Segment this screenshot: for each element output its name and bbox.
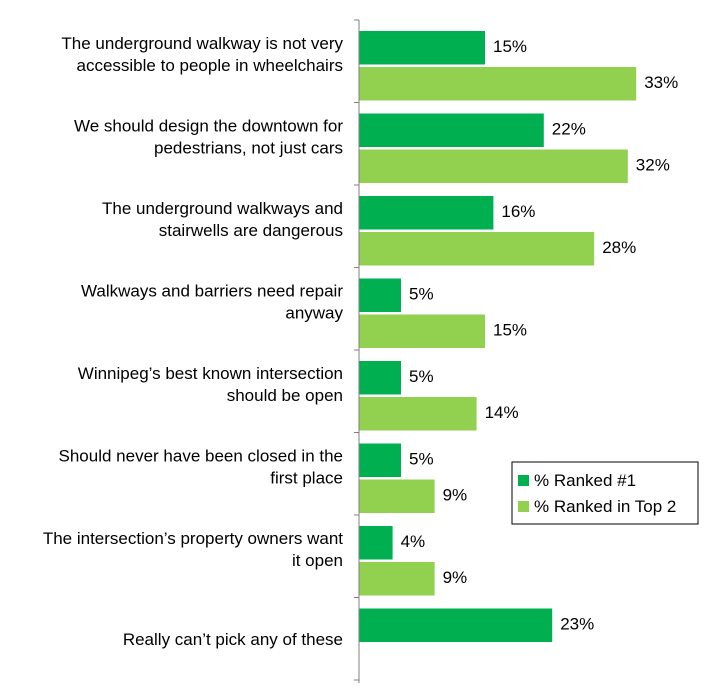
bar-ranked-1	[359, 361, 401, 395]
bar-ranked-top-2	[359, 397, 477, 431]
bar-ranked-1	[359, 196, 494, 230]
data-label: 9%	[443, 568, 468, 587]
category-label-line: first place	[270, 469, 343, 488]
bar-ranked-top-2	[359, 149, 628, 183]
legend-label: % Ranked #1	[534, 471, 636, 490]
category-label-line: The intersection’s property owners want	[43, 529, 343, 548]
data-label: 28%	[602, 238, 636, 257]
data-label: 16%	[501, 202, 535, 221]
bar-ranked-1	[359, 113, 544, 147]
category-label-line: Really can’t pick any of these	[123, 630, 343, 649]
legend-frame	[511, 461, 699, 525]
bar-ranked-1	[359, 278, 401, 312]
category-label-line: stairwells are dangerous	[159, 221, 343, 240]
legend-label: % Ranked in Top 2	[534, 497, 676, 516]
bar-ranked-1	[359, 526, 393, 560]
bar-ranked-top-2	[359, 232, 595, 266]
category-label-line: should be open	[227, 386, 343, 405]
category-label: The underground walkway is not very acces…	[61, 34, 343, 75]
data-label: 15%	[493, 321, 527, 340]
data-label: 5%	[409, 450, 434, 469]
data-label: 32%	[636, 156, 670, 175]
y-axis-ticks	[354, 19, 359, 681]
legend: % Ranked #1 % Ranked in Top 2	[511, 461, 699, 525]
data-label: 9%	[443, 486, 468, 505]
bar-ranked-top-2	[359, 67, 637, 101]
bar-ranked-top-2	[359, 562, 435, 596]
bar-ranked-1	[359, 608, 553, 642]
data-label: 22%	[552, 120, 586, 139]
bar-ranked-top-2	[359, 314, 485, 348]
data-label: 4%	[401, 532, 426, 551]
category-label-line: Should never have been closed in the	[59, 447, 343, 466]
category-label-line: it open	[292, 551, 343, 570]
category-label: The intersection’s property owners want i…	[43, 529, 343, 570]
bar-ranked-1	[359, 31, 485, 65]
category-label-line: anyway	[285, 304, 343, 323]
bar-ranked-1	[359, 443, 401, 477]
category-label: The underground walkways and stairwells a…	[102, 199, 343, 240]
legend-swatch	[518, 501, 529, 512]
category-label: Walkways and barriers need repair anyway	[81, 282, 344, 323]
data-label: 23%	[560, 615, 594, 634]
data-label: 5%	[409, 367, 434, 386]
category-label: Winnipeg’s best known intersection should…	[78, 364, 343, 405]
category-label-line: Walkways and barriers need repair	[81, 282, 343, 301]
data-label: 14%	[485, 403, 519, 422]
data-label: 15%	[493, 37, 527, 56]
category-label-line: accessible to people in wheelchairs	[77, 56, 344, 75]
category-label: Should never have been closed in the firs…	[59, 447, 343, 488]
category-label: We should design the downtown for pedestr…	[74, 117, 343, 158]
category-label-line: Winnipeg’s best known intersection	[78, 364, 343, 383]
legend-swatch	[518, 475, 529, 486]
bars-layer	[359, 31, 637, 642]
category-label-line: The underground walkway is not very	[61, 34, 343, 53]
data-label: 5%	[409, 285, 434, 304]
category-label-line: The underground walkways and	[102, 199, 343, 218]
bar-ranked-top-2	[359, 479, 435, 513]
category-label-line: pedestrians, not just cars	[154, 139, 343, 158]
category-label: Really can’t pick any of these	[123, 630, 343, 649]
labels-layer: 15% 33% The underground walkway is not ver…	[43, 34, 678, 649]
category-label-line: We should design the downtown for	[74, 117, 343, 136]
data-label: 33%	[644, 73, 678, 92]
